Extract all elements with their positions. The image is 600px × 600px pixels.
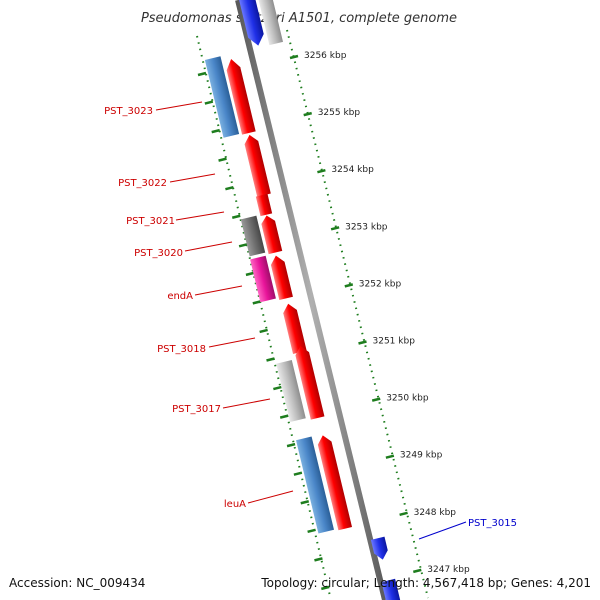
accession-text: Accession: NC_009434 — [9, 576, 145, 590]
gene-pst3023-arrow — [226, 59, 256, 135]
gene-pst3017-arrow — [295, 346, 325, 420]
genome-backbone — [235, 0, 388, 600]
gene-small-arrow — [255, 193, 273, 217]
gene-label-pst3020: PST_3020 — [134, 248, 183, 259]
kbp-label: 3247 kbp — [427, 565, 470, 575]
gene-label-pst3021: PST_3021 — [126, 216, 175, 227]
gene-pst3023-block — [204, 56, 240, 138]
gene-pst3015-bottom — [381, 578, 403, 600]
gene-label-pst3023: PST_3023 — [104, 106, 153, 117]
outer-major-tick — [358, 340, 367, 345]
kbp-label: 3253 kbp — [345, 222, 388, 232]
kbp-label: 3256 kbp — [304, 51, 347, 61]
inner-major-tick — [245, 271, 255, 277]
kbp-label: 3255 kbp — [318, 108, 361, 118]
gene-enda-block — [250, 255, 276, 303]
kbp-labels: 3256 kbp 3255 kbp 3254 kbp 3253 kbp 3252 kbp… — [304, 51, 470, 575]
gene-label-leua: leuA — [224, 499, 246, 510]
inner-major-tick — [279, 414, 289, 419]
inner-tick-track — [196, 35, 331, 597]
inner-major-tick — [307, 528, 316, 534]
inner-major-tick — [273, 385, 282, 391]
tick-marks — [197, 54, 422, 591]
outer-major-tick — [330, 226, 340, 231]
inner-major-tick — [300, 500, 310, 505]
outer-major-tick — [317, 168, 326, 174]
inner-major-tick — [218, 157, 227, 162]
kbp-label: 3248 kbp — [414, 508, 457, 518]
inner-major-tick — [266, 357, 275, 362]
inner-major-tick — [238, 243, 248, 248]
inner-major-tick — [320, 585, 330, 591]
gene-label-pst3017: PST_3017 — [172, 404, 221, 415]
outer-major-tick — [289, 54, 299, 60]
gene-pst3018-arrow — [283, 303, 307, 354]
kbp-label: 3254 kbp — [331, 165, 374, 175]
inner-major-tick — [286, 442, 296, 448]
gene-pst3021-arrow — [261, 215, 283, 255]
kbp-label: 3251 kbp — [373, 337, 416, 347]
gene-pst3017-block — [276, 359, 306, 423]
outer-major-tick — [385, 454, 395, 459]
kbp-label: 3249 kbp — [400, 451, 443, 461]
kbp-label: 3252 kbp — [359, 279, 402, 289]
outer-major-tick — [412, 568, 422, 574]
outer-major-tick — [371, 397, 381, 402]
inner-major-tick — [231, 214, 241, 219]
inner-major-tick — [204, 100, 214, 105]
gene-label-pst3018: PST_3018 — [157, 344, 206, 355]
inner-major-tick — [252, 300, 262, 305]
inner-major-tick — [314, 557, 323, 562]
outer-major-tick — [399, 511, 408, 517]
gene-enda-arrow — [270, 255, 293, 301]
inner-major-tick — [197, 71, 207, 77]
outer-major-tick — [303, 111, 313, 117]
gene-label-pst3022: PST_3022 — [118, 178, 167, 189]
gene-label-enda: endA — [167, 291, 193, 302]
inner-major-tick — [211, 128, 221, 134]
map-title: Pseudomonas stutzeri A1501, complete gen… — [141, 11, 457, 26]
gene-pst3022-arrow — [244, 134, 271, 197]
gene-leua-arrow — [317, 435, 353, 531]
gene-leua-block — [296, 436, 334, 534]
gene-pst3015-arrow — [370, 536, 388, 560]
inner-major-tick — [259, 328, 268, 334]
gene-label-pst3015: PST_3015 — [468, 518, 517, 529]
gene-pst3021-block — [240, 215, 266, 257]
kbp-label: 3250 kbp — [386, 394, 429, 404]
label-leaders — [155, 101, 467, 540]
outer-tick-track — [286, 29, 429, 599]
inner-major-tick — [225, 185, 234, 191]
topology-text: Topology: circular; Length: 4,567,418 bp… — [260, 576, 591, 590]
gene-partial-top-gray — [258, 0, 284, 46]
outer-major-tick — [344, 283, 354, 288]
gene-partial-top-blue — [237, 0, 264, 46]
inner-major-tick — [293, 471, 303, 476]
